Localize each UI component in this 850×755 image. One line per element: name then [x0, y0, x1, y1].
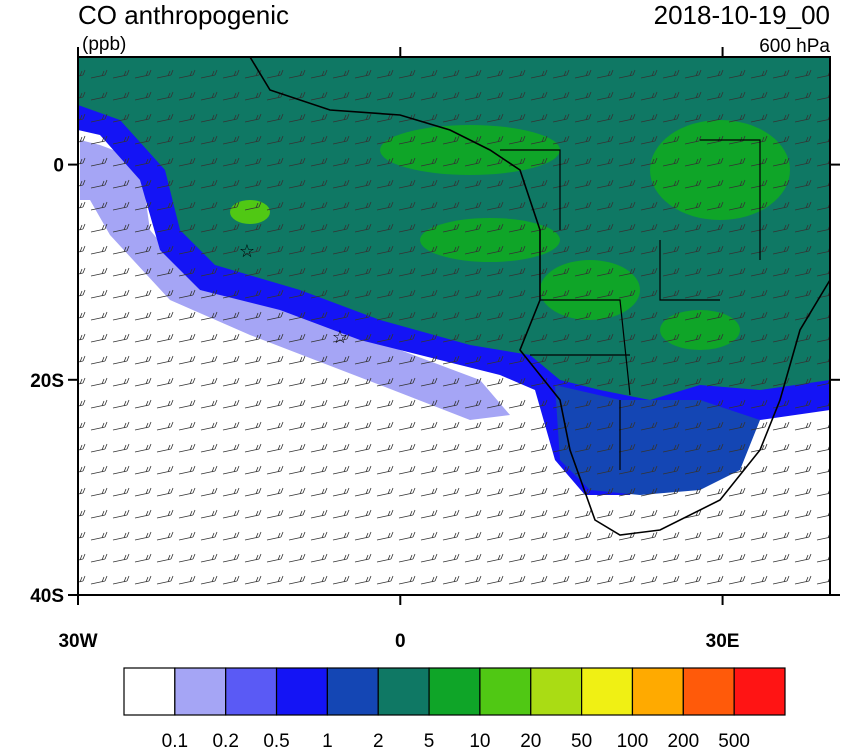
- colorbar-label: 500: [718, 731, 750, 750]
- y-tick-label: 40S: [30, 586, 64, 607]
- x-tick-label: 0: [395, 631, 406, 652]
- map-field: ☆ ☆: [78, 57, 830, 595]
- coastline: [249, 57, 830, 536]
- star: ☆: [332, 327, 348, 347]
- colorbar-box: [225, 667, 278, 716]
- units: (ppb): [82, 34, 126, 55]
- colorbar-label: 0.5: [263, 731, 289, 750]
- colorbar-box: [275, 667, 328, 716]
- colorbar-box: [377, 667, 430, 716]
- time: 2018-10-19_00: [654, 0, 830, 30]
- colorbar-box: [682, 667, 735, 716]
- star: ☆: [239, 241, 255, 261]
- colorbar-label: 100: [617, 731, 649, 750]
- colorbar-box: [530, 667, 583, 716]
- colorbar-label: 10: [469, 731, 490, 750]
- x-tick-label: 30E: [706, 631, 740, 652]
- colorbar-box: [733, 667, 786, 716]
- colorbar-box: [428, 667, 481, 716]
- colorbar-label: 200: [667, 731, 699, 750]
- y-tick-label: 20S: [30, 371, 64, 392]
- colorbar-box: [581, 667, 634, 716]
- axes: 30W 0 30E 0 20S 40S: [30, 47, 840, 652]
- colorbar-label: 20: [520, 731, 541, 750]
- colorbar-box: [123, 667, 176, 716]
- colorbar: 0.1 0.2 0.5 1 2 5 10 20 50 100 200 500: [123, 667, 786, 752]
- colorbar-label: 0.2: [212, 731, 238, 750]
- colorbar-label: 2: [373, 731, 384, 750]
- title: CO anthropogenic: [78, 0, 289, 30]
- colorbar-label: 50: [571, 731, 592, 750]
- level: 600 hPa: [759, 36, 830, 57]
- colorbar-box: [479, 667, 532, 716]
- plot-frame: [77, 56, 831, 596]
- colorbar-box: [326, 667, 379, 716]
- colorbar-box: [631, 667, 684, 716]
- x-tick-label: 30W: [58, 631, 97, 652]
- borders: [500, 139, 761, 470]
- colorbar-box: [174, 667, 227, 716]
- colorbar-label: 1: [322, 731, 333, 750]
- wind-barbs: [78, 57, 830, 595]
- y-tick-label: 0: [53, 156, 64, 177]
- colorbar-label: 0.1: [162, 731, 188, 750]
- colorbar-label: 5: [424, 731, 435, 750]
